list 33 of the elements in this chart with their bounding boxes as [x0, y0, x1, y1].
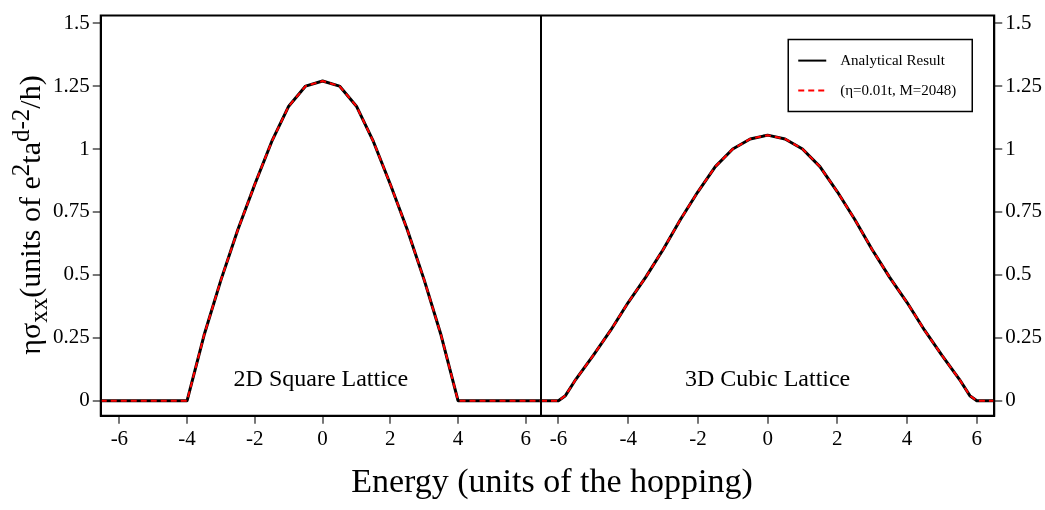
x-tick-label: 4: [901, 425, 913, 450]
y-tick-label: 0.75: [53, 198, 90, 223]
y-tick-label: 0.5: [63, 261, 90, 286]
x-tick-label: 0: [762, 425, 773, 450]
y-tick-label: 0: [1005, 387, 1016, 412]
x-tick-label: -6: [549, 425, 568, 450]
y-tick-label: 1.5: [1005, 9, 1032, 34]
annotation: 2D Square Lattice: [233, 364, 409, 391]
y-tick-label: 0.25: [1005, 324, 1042, 349]
legend-label: (η=0.01t, M=2048): [840, 81, 957, 99]
y-tick-label: 0.25: [53, 324, 90, 349]
y-tick-label: 0: [79, 387, 90, 412]
annotation: 3D Cubic Lattice: [684, 364, 851, 391]
x-tick-label: -4: [178, 425, 197, 450]
legend-label: Analytical Result: [840, 51, 946, 68]
x-tick-label: -6: [110, 425, 129, 450]
x-tick-label: -2: [689, 425, 707, 450]
y-tick-label: 1.5: [63, 9, 90, 34]
x-tick-label: 4: [452, 425, 464, 450]
y-tick-label: 0.75: [1005, 198, 1042, 223]
x-axis-title: Energy (units of the hopping): [350, 462, 754, 500]
y-tick-label: 1.25: [53, 72, 90, 97]
y-tick-label: 1.25: [1005, 72, 1042, 97]
y-tick-label: 1: [1005, 135, 1016, 160]
x-tick-label: 0: [317, 425, 328, 450]
x-tick-label: 6: [520, 425, 532, 450]
x-tick-label: 2: [385, 425, 396, 450]
y-tick-label: 1: [79, 135, 90, 160]
x-tick-label: -4: [619, 425, 638, 450]
x-tick-label: -2: [246, 425, 264, 450]
x-tick-label: 2: [832, 425, 843, 450]
y-tick-label: 0.5: [1005, 261, 1032, 286]
x-tick-label: 6: [971, 425, 983, 450]
